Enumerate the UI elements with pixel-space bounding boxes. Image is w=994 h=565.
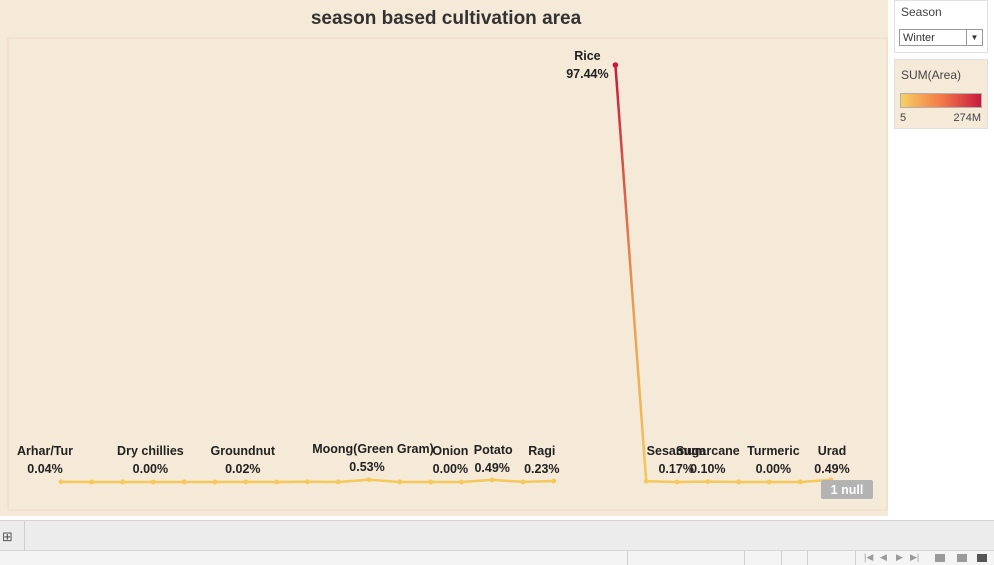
legend-title: SUM(Area) — [901, 68, 962, 82]
point-category-label: Ragi — [528, 444, 555, 458]
point-value-label: 0.53% — [349, 460, 384, 474]
point-value-label: 0.00% — [433, 462, 468, 476]
sheet-tab-strip: ⊞ — [0, 520, 994, 551]
data-point[interactable] — [181, 479, 187, 485]
season-dropdown[interactable]: Winter ▼ — [899, 29, 983, 46]
data-point[interactable] — [397, 479, 403, 485]
new-sheet-icon[interactable]: ⊞ — [2, 529, 13, 544]
status-separator — [781, 551, 782, 565]
data-point[interactable] — [428, 479, 433, 485]
point-category-label: Groundnut — [211, 444, 276, 458]
next-page-icon[interactable]: ▶ — [896, 552, 903, 562]
data-point[interactable] — [243, 479, 249, 485]
point-value-label: 0.00% — [133, 462, 168, 476]
status-separator — [807, 551, 808, 565]
data-point[interactable] — [674, 479, 680, 485]
point-category-label: Onion — [432, 444, 468, 458]
point-category-label: Turmeric — [747, 444, 800, 458]
grid-view-icon[interactable] — [935, 554, 945, 562]
data-point[interactable] — [89, 479, 95, 485]
data-point[interactable] — [520, 479, 526, 485]
data-point[interactable] — [58, 479, 64, 485]
data-point[interactable] — [459, 479, 464, 485]
plot-border — [7, 37, 888, 511]
point-value-label: 97.44% — [566, 67, 608, 81]
data-point[interactable] — [705, 479, 711, 484]
data-point[interactable] — [212, 479, 218, 485]
data-point[interactable] — [151, 479, 156, 485]
legend-min-label: 5 — [900, 112, 907, 124]
null-indicator[interactable]: 1 null — [821, 480, 873, 499]
data-point[interactable] — [551, 478, 557, 484]
data-point[interactable] — [274, 479, 279, 485]
data-point[interactable] — [489, 477, 495, 483]
sheet-divider — [24, 521, 25, 551]
point-value-label: 0.49% — [474, 461, 509, 475]
data-point[interactable] — [767, 479, 772, 485]
chart-area: season based cultivation area Arhar/Tur 0… — [0, 0, 888, 516]
side-panel: Season Winter ▼ SUM(Area) 5 274M — [888, 0, 994, 520]
filmstrip-view-icon[interactable] — [957, 554, 967, 562]
point-category-label: Sugarcane — [676, 444, 740, 458]
data-point[interactable] — [797, 479, 803, 485]
point-category-label: Urad — [818, 444, 846, 458]
point-category-label: Sesamum — [647, 444, 706, 458]
season-filter-title: Season — [901, 5, 942, 19]
color-legend-card: SUM(Area) 5 274M — [894, 59, 988, 129]
data-point[interactable] — [643, 478, 649, 484]
season-filter-card: Season Winter ▼ — [894, 0, 988, 53]
last-page-icon[interactable]: ▶| — [910, 552, 920, 562]
data-point[interactable] — [612, 62, 619, 68]
data-point[interactable] — [120, 479, 125, 485]
data-point[interactable] — [335, 479, 341, 485]
point-value-label: 0.04% — [27, 462, 62, 476]
status-bar: |◀ ◀ ▶ ▶| — [0, 550, 994, 565]
data-point[interactable] — [736, 479, 741, 485]
first-page-icon[interactable]: |◀ — [864, 552, 874, 562]
line-chart[interactable]: Arhar/Tur 0.04% Dry chillies 0.00% Groundnut… — [0, 0, 888, 516]
status-separator — [855, 551, 856, 565]
null-indicator-text: 1 null — [831, 483, 864, 497]
point-category-label: Arhar/Tur — [17, 444, 73, 458]
point-category-label: Dry chillies — [117, 444, 184, 458]
point-value-label: 0.02% — [225, 462, 260, 476]
prev-page-icon[interactable]: ◀ — [880, 552, 887, 562]
chart-title: season based cultivation area — [310, 8, 582, 29]
point-value-label: 0.23% — [524, 462, 559, 476]
status-separator — [744, 551, 745, 565]
data-point[interactable] — [366, 477, 372, 483]
point-value-label: 0.10% — [690, 462, 725, 476]
point-category-label: Rice — [574, 49, 600, 63]
legend-color-ramp — [900, 93, 982, 108]
chevron-down-icon[interactable]: ▼ — [966, 30, 982, 45]
point-value-label: 0.49% — [814, 462, 849, 476]
season-dropdown-value: Winter — [903, 32, 935, 44]
point-value-label: 0.00% — [756, 462, 791, 476]
series-line[interactable] — [614, 64, 832, 484]
point-value-label: 0.17% — [658, 462, 693, 476]
status-separator — [627, 551, 628, 565]
data-point[interactable] — [305, 479, 310, 485]
legend-max-label: 274M — [953, 112, 981, 124]
tab-view-icon[interactable] — [977, 554, 987, 562]
point-category-label: Moong(Green Gram) — [312, 442, 434, 456]
point-category-label: Potato — [474, 443, 513, 457]
